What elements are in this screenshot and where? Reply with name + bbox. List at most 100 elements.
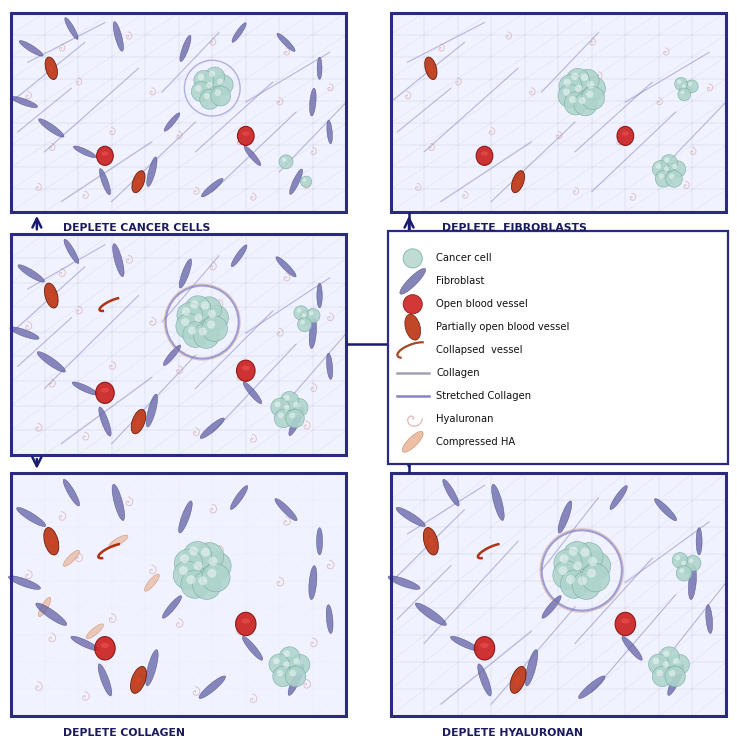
- Circle shape: [309, 311, 313, 315]
- Circle shape: [582, 77, 605, 100]
- Ellipse shape: [101, 643, 109, 648]
- Ellipse shape: [277, 33, 295, 52]
- Ellipse shape: [317, 57, 322, 79]
- Ellipse shape: [113, 21, 124, 51]
- Circle shape: [183, 322, 209, 347]
- Circle shape: [663, 662, 669, 667]
- Circle shape: [674, 78, 688, 90]
- Circle shape: [553, 561, 581, 589]
- Ellipse shape: [178, 501, 192, 533]
- Ellipse shape: [18, 265, 44, 282]
- Circle shape: [297, 309, 301, 313]
- Circle shape: [559, 566, 567, 575]
- Ellipse shape: [317, 528, 323, 555]
- Circle shape: [564, 79, 571, 87]
- Circle shape: [217, 78, 223, 85]
- Circle shape: [195, 542, 223, 571]
- Bar: [11, 234, 346, 455]
- Ellipse shape: [95, 636, 115, 660]
- Circle shape: [306, 309, 320, 323]
- Circle shape: [200, 90, 220, 110]
- Circle shape: [213, 75, 233, 95]
- Circle shape: [675, 555, 680, 560]
- Text: Compressed HA: Compressed HA: [436, 437, 516, 447]
- Circle shape: [184, 542, 212, 570]
- Circle shape: [179, 566, 188, 575]
- Circle shape: [664, 166, 669, 172]
- Text: Collagen: Collagen: [436, 368, 480, 378]
- Circle shape: [587, 568, 596, 578]
- Circle shape: [681, 561, 686, 565]
- Circle shape: [202, 78, 223, 98]
- Circle shape: [203, 305, 228, 331]
- Circle shape: [290, 654, 310, 675]
- Bar: [11, 473, 346, 716]
- Circle shape: [573, 562, 582, 571]
- Circle shape: [279, 658, 300, 678]
- Ellipse shape: [132, 171, 145, 192]
- Ellipse shape: [11, 96, 38, 107]
- Ellipse shape: [443, 480, 459, 506]
- Circle shape: [574, 92, 597, 116]
- Bar: [11, 13, 346, 212]
- Ellipse shape: [558, 501, 572, 533]
- Circle shape: [274, 409, 293, 428]
- Circle shape: [560, 570, 589, 599]
- Circle shape: [269, 654, 290, 674]
- Ellipse shape: [164, 345, 181, 366]
- Circle shape: [199, 327, 207, 335]
- Circle shape: [277, 670, 283, 676]
- Circle shape: [659, 647, 680, 667]
- Ellipse shape: [130, 667, 147, 693]
- Ellipse shape: [71, 636, 99, 650]
- Ellipse shape: [86, 624, 103, 639]
- Ellipse shape: [492, 484, 504, 520]
- Ellipse shape: [36, 603, 67, 625]
- Ellipse shape: [136, 678, 141, 684]
- Circle shape: [207, 568, 217, 578]
- Circle shape: [293, 402, 299, 408]
- Ellipse shape: [405, 314, 421, 340]
- Circle shape: [290, 398, 308, 417]
- Ellipse shape: [131, 409, 146, 434]
- Circle shape: [202, 564, 230, 592]
- Ellipse shape: [98, 664, 112, 696]
- Circle shape: [282, 158, 286, 162]
- Ellipse shape: [113, 243, 124, 277]
- Text: Partially open blood vessel: Partially open blood vessel: [436, 322, 570, 332]
- Text: Open blood vessel: Open blood vessel: [436, 299, 528, 309]
- Ellipse shape: [317, 283, 322, 308]
- Circle shape: [680, 82, 692, 95]
- Ellipse shape: [696, 528, 702, 555]
- Circle shape: [202, 316, 228, 341]
- Text: Collapsed  vessel: Collapsed vessel: [436, 345, 523, 355]
- Circle shape: [192, 571, 221, 599]
- Ellipse shape: [49, 293, 54, 300]
- Ellipse shape: [621, 619, 629, 624]
- Ellipse shape: [136, 420, 140, 426]
- Ellipse shape: [99, 169, 111, 195]
- Circle shape: [176, 314, 201, 339]
- Ellipse shape: [516, 180, 520, 185]
- Circle shape: [649, 654, 669, 674]
- Circle shape: [298, 317, 312, 332]
- Ellipse shape: [388, 576, 420, 590]
- Ellipse shape: [397, 508, 425, 527]
- Circle shape: [181, 570, 209, 599]
- FancyBboxPatch shape: [388, 232, 728, 464]
- Circle shape: [559, 75, 582, 98]
- Ellipse shape: [242, 636, 262, 660]
- Circle shape: [211, 86, 231, 106]
- Circle shape: [665, 666, 685, 687]
- Circle shape: [563, 542, 591, 570]
- Circle shape: [285, 666, 306, 687]
- Circle shape: [207, 320, 215, 329]
- Ellipse shape: [425, 57, 437, 79]
- Circle shape: [175, 549, 203, 577]
- Circle shape: [290, 413, 296, 419]
- Circle shape: [558, 84, 581, 107]
- Circle shape: [669, 670, 676, 676]
- Ellipse shape: [416, 603, 447, 625]
- Circle shape: [567, 69, 590, 92]
- Ellipse shape: [162, 596, 181, 618]
